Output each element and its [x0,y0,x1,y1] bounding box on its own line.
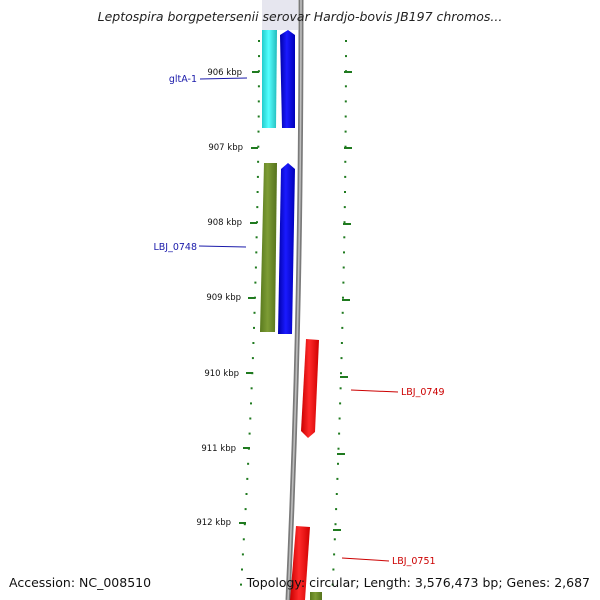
minor-tick-dot [333,553,336,556]
minor-tick-dot [337,447,340,450]
minor-tick-dot [257,85,260,88]
minor-tick-dot [241,553,244,556]
minor-tick-dot [340,342,343,344]
minor-tick-dot [250,387,253,390]
minor-tick-dot [339,387,342,390]
minor-tick-dot [256,175,259,178]
chromosome-title: Leptospira borgpetersenii serovar Hardjo… [97,9,503,24]
minor-tick-dot [342,296,344,299]
minor-tick-dot [256,206,259,209]
minor-tick-dot [250,402,252,405]
minor-tick-dot [335,508,338,511]
minor-tick-dot [337,462,339,465]
minor-tick-dot [332,568,335,571]
minor-tick-dot [344,85,347,88]
minor-tick-dot [244,508,247,511]
scale-label-911: 911 kbp [201,444,236,454]
minor-tick-dot [333,538,336,541]
scale-label-909: 909 kbp [206,293,241,303]
minor-tick-dot [257,115,260,118]
LBJ_0751-gene-arrow[interactable] [290,526,310,600]
minor-tick-dot [339,402,342,405]
topology-summary: Topology: circular; Length: 3,576,473 bp… [246,575,590,590]
minor-tick-dot [338,432,341,435]
scale-label-906: 906 kbp [207,68,242,78]
minor-tick-dot [338,417,341,420]
minor-tick-dot [342,266,345,269]
minor-tick-dot [249,417,252,420]
LBJ_0748-cds[interactable] [260,163,277,332]
minor-tick-dot [343,236,346,239]
minor-tick-dot [253,311,256,314]
minor-tick-dot [254,266,257,269]
minor-tick-dot [345,55,347,58]
minor-tick-dot [241,568,243,571]
LBJ_0749-gene-arrow[interactable] [301,339,319,438]
minor-tick-dot [334,523,337,526]
minor-tick-dot [257,100,260,103]
clipped-cds-bottom [310,592,322,600]
minor-tick-dot [240,583,242,586]
minor-tick-dot [257,145,260,148]
gene-label-LBJ_0748[interactable]: LBJ_0748 [153,242,197,253]
minor-tick-dot [345,40,347,42]
minor-tick-dot [243,523,246,526]
gltA-1-connector [199,77,248,80]
minor-tick-dot [343,221,346,224]
minor-tick-dot [344,100,347,103]
minor-tick-dot [335,493,338,495]
scale-label-910: 910 kbp [204,369,239,379]
LBJ_0749-connector [350,389,399,393]
minor-tick-dot [344,115,347,118]
minor-tick-dot [255,251,258,254]
minor-tick-dot [344,160,347,163]
minor-tick-dot [256,191,259,193]
minor-tick-dot [336,477,339,480]
minor-tick-dot [344,130,347,133]
gltA-1-gene-arrow[interactable] [280,30,295,128]
minor-tick-dot [342,281,345,284]
minor-tick-dot [258,40,260,42]
minor-tick-dot [344,175,347,178]
inner-tick-ring [240,40,260,586]
minor-tick-dot [344,191,346,193]
gene-label-LBJ_0749[interactable]: LBJ_0749 [401,387,445,398]
minor-tick-dot [254,281,257,284]
minor-tick-dot [343,251,345,254]
gene-label-LBJ_0751[interactable]: LBJ_0751 [392,556,436,567]
minor-tick-dot [257,160,260,163]
minor-tick-dot [344,145,347,148]
clipped-feature-top [262,0,298,30]
minor-tick-dot [251,357,254,360]
gltA-1-cds[interactable] [262,30,277,128]
LBJ_0751-connector [341,557,390,562]
minor-tick-dot [340,372,342,375]
accession-text: Accession: NC_008510 [9,575,152,590]
scale-label-907: 907 kbp [208,143,243,153]
outer-tick-ring [331,40,347,586]
minor-tick-dot [246,477,249,480]
minor-tick-dot [242,538,245,541]
minor-tick-dot [258,55,260,58]
backbone-arc-highlight [287,0,302,600]
minor-tick-dot [255,236,258,239]
gene-label-gltA-1[interactable]: gltA-1 [169,74,197,85]
minor-tick-dot [331,583,334,586]
minor-tick-dot [257,130,260,133]
minor-tick-dot [247,462,250,465]
minor-tick-dot [248,432,251,435]
minor-tick-dot [343,206,346,209]
scale-label-908: 908 kbp [207,218,242,228]
LBJ_0748-gene-arrow[interactable] [278,163,295,334]
minor-tick-dot [341,326,344,329]
scale-label-912: 912 kbp [196,518,231,528]
minor-tick-dot [252,342,255,344]
minor-tick-dot [340,357,343,360]
minor-tick-dot [341,311,344,314]
LBJ_0748-connector [198,245,247,248]
minor-tick-dot [245,493,248,495]
minor-tick-dot [253,326,255,329]
